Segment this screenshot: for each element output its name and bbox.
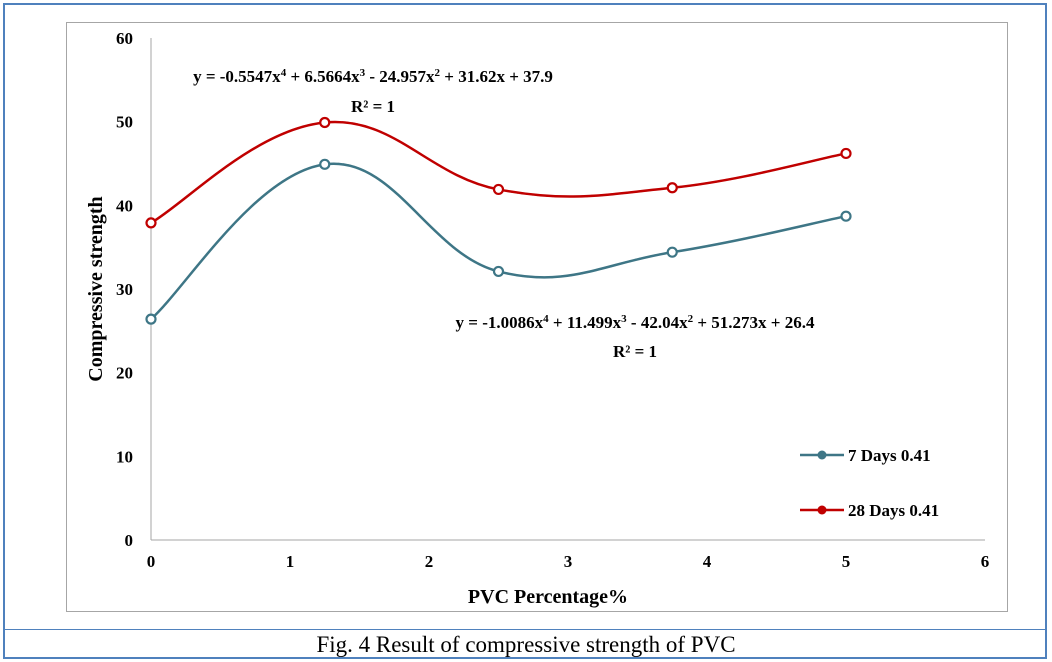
y-tick-label: 10 — [116, 447, 133, 466]
exponent: 4 — [543, 313, 549, 325]
series-1 — [145, 158, 852, 325]
x-tick-labels: 0 1 2 3 4 5 6 — [147, 552, 990, 571]
data-point — [145, 217, 157, 229]
data-point — [840, 147, 852, 160]
trendline-equation: y = -0.5547x4 + 6.5664x3 - 24.957x2 + 31… — [193, 67, 553, 86]
legend: 7 Days 0.41 28 Days 0.41 — [800, 446, 939, 520]
x-tick-label: 0 — [147, 552, 156, 571]
data-point — [492, 265, 505, 278]
chart-area — [66, 22, 1008, 612]
y-tick-label: 20 — [116, 364, 133, 383]
exponent: 3 — [360, 67, 366, 79]
x-tick-label: 3 — [564, 552, 573, 571]
equation-term: + 31.62x + 37.9 — [440, 67, 553, 86]
series-line — [150, 120, 847, 224]
caption-divider — [5, 629, 1045, 630]
trendline-equations: y = -0.5547x4 + 6.5664x3 - 24.957x2 + 31… — [193, 67, 815, 361]
equation-term: + 6.5664x — [286, 67, 360, 86]
equation-term: - 24.957x — [365, 67, 435, 86]
y-tick-label: 60 — [116, 29, 133, 48]
trendline-equation: y = -1.0086x4 + 11.499x3 - 42.04x2 + 51.… — [456, 313, 815, 332]
legend-swatch-marker — [817, 450, 827, 460]
x-tick-label: 4 — [703, 552, 712, 571]
y-tick-label: 40 — [116, 196, 133, 215]
data-point — [492, 183, 505, 196]
equation-term: + 51.273x + 26.4 — [693, 313, 815, 332]
data-point — [840, 210, 852, 222]
equation-term: y = -1.0086x — [456, 313, 544, 332]
data-point — [145, 313, 157, 325]
axes — [150, 38, 985, 541]
trendline — [150, 121, 847, 224]
data-point — [319, 116, 331, 129]
data-point — [666, 246, 678, 258]
exponent: 2 — [435, 67, 441, 79]
x-axis-title: PVC Percentage% — [468, 586, 628, 608]
data-point — [319, 158, 331, 170]
legend-item: 28 Days 0.41 — [800, 501, 939, 520]
series-2 — [145, 116, 852, 229]
exponent: 4 — [281, 67, 287, 79]
legend-swatch-marker — [817, 505, 827, 515]
data-point — [666, 182, 678, 194]
r-squared: R² = 1 — [613, 342, 657, 361]
r-squared: R² = 1 — [351, 97, 395, 116]
figure-frame — [3, 3, 1047, 659]
legend-label: 28 Days 0.41 — [848, 501, 939, 520]
x-tick-label: 2 — [425, 552, 434, 571]
legend-item: 7 Days 0.41 — [800, 446, 931, 465]
legend-label: 7 Days 0.41 — [848, 446, 931, 465]
y-tick-label: 30 — [116, 280, 133, 299]
equation-term: - 42.04x — [627, 313, 688, 332]
y-tick-label: 50 — [116, 113, 133, 132]
exponent: 2 — [688, 313, 694, 325]
series-line — [150, 162, 847, 321]
x-tick-label: 5 — [842, 552, 851, 571]
equation-term: y = -0.5547x — [193, 67, 281, 86]
y-tick-label: 0 — [125, 531, 134, 550]
figure-caption: Fig. 4 Result of compressive strength of… — [316, 632, 736, 657]
exponent: 3 — [621, 313, 627, 325]
x-tick-label: 6 — [981, 552, 990, 571]
x-tick-label: 1 — [286, 552, 295, 571]
equation-term: + 11.499x — [549, 313, 622, 332]
series-layer — [145, 116, 852, 325]
y-axis-title: Compressive strength — [85, 196, 107, 381]
y-tick-labels: 0 10 20 30 40 50 60 — [116, 29, 133, 550]
